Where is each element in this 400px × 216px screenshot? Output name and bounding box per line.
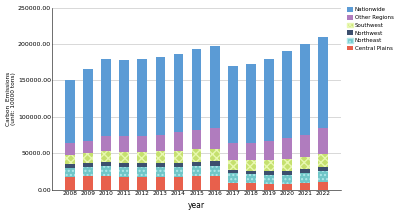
Bar bbox=[246, 143, 256, 160]
Bar bbox=[300, 135, 310, 157]
Bar bbox=[65, 168, 75, 177]
Bar bbox=[156, 151, 166, 163]
Bar bbox=[120, 152, 129, 163]
Bar bbox=[174, 151, 184, 163]
Bar bbox=[138, 152, 148, 163]
Bar bbox=[102, 162, 111, 166]
Bar bbox=[174, 132, 184, 151]
Bar bbox=[65, 155, 75, 164]
Bar bbox=[210, 46, 220, 128]
Y-axis label: Carbon  Emissions
(unit: 10000 tons): Carbon Emissions (unit: 10000 tons) bbox=[6, 71, 16, 126]
Bar bbox=[138, 177, 148, 189]
Bar bbox=[102, 176, 111, 189]
Bar bbox=[174, 167, 184, 177]
Bar bbox=[120, 136, 129, 152]
Bar bbox=[228, 143, 238, 160]
Bar bbox=[246, 171, 256, 174]
Bar bbox=[228, 160, 238, 170]
Bar bbox=[318, 128, 328, 154]
Bar bbox=[192, 130, 202, 149]
Bar bbox=[210, 176, 220, 189]
Bar bbox=[282, 51, 292, 138]
Bar bbox=[228, 183, 238, 189]
Bar bbox=[318, 167, 328, 171]
Bar bbox=[138, 59, 148, 136]
Bar bbox=[282, 175, 292, 184]
Bar bbox=[156, 177, 166, 189]
Bar bbox=[264, 59, 274, 141]
Bar bbox=[84, 153, 93, 163]
Bar bbox=[84, 141, 93, 153]
Bar bbox=[300, 44, 310, 135]
Bar bbox=[192, 49, 202, 130]
Bar bbox=[192, 162, 202, 166]
Bar bbox=[138, 136, 148, 152]
Bar bbox=[210, 149, 220, 162]
Bar bbox=[246, 160, 256, 171]
Bar bbox=[264, 141, 274, 160]
Bar bbox=[246, 174, 256, 183]
Bar bbox=[138, 167, 148, 177]
Bar bbox=[210, 162, 220, 166]
Bar bbox=[300, 173, 310, 183]
Bar bbox=[300, 170, 310, 173]
Bar bbox=[192, 149, 202, 162]
Bar bbox=[156, 135, 166, 151]
Bar bbox=[228, 173, 238, 183]
Bar bbox=[102, 136, 111, 151]
Bar bbox=[138, 163, 148, 167]
Bar bbox=[120, 60, 129, 136]
Bar bbox=[120, 163, 129, 167]
Bar bbox=[282, 184, 292, 189]
Bar bbox=[318, 154, 328, 167]
Bar bbox=[65, 164, 75, 168]
Bar bbox=[264, 160, 274, 171]
Bar bbox=[246, 64, 256, 143]
Bar bbox=[156, 57, 166, 135]
Bar bbox=[264, 175, 274, 184]
Bar bbox=[120, 177, 129, 189]
Bar bbox=[192, 166, 202, 176]
Bar bbox=[174, 54, 184, 132]
Bar bbox=[264, 171, 274, 175]
Bar bbox=[246, 183, 256, 189]
Legend: Nationwide, Other Regions, Southwest, Northwest, Northeast, Central Plains: Nationwide, Other Regions, Southwest, No… bbox=[346, 7, 394, 52]
Bar bbox=[318, 37, 328, 128]
Bar bbox=[84, 167, 93, 176]
X-axis label: year: year bbox=[188, 202, 205, 210]
Bar bbox=[156, 163, 166, 167]
Bar bbox=[300, 157, 310, 170]
Bar bbox=[156, 167, 166, 177]
Bar bbox=[228, 170, 238, 173]
Bar bbox=[65, 177, 75, 189]
Bar bbox=[210, 166, 220, 176]
Bar bbox=[84, 69, 93, 141]
Bar bbox=[228, 66, 238, 143]
Bar bbox=[282, 138, 292, 159]
Bar bbox=[282, 171, 292, 175]
Bar bbox=[282, 159, 292, 171]
Bar bbox=[192, 176, 202, 189]
Bar bbox=[318, 171, 328, 182]
Bar bbox=[102, 151, 111, 162]
Bar bbox=[65, 80, 75, 143]
Bar bbox=[65, 143, 75, 155]
Bar bbox=[102, 166, 111, 176]
Bar bbox=[174, 163, 184, 167]
Bar bbox=[300, 183, 310, 189]
Bar bbox=[174, 177, 184, 189]
Bar bbox=[84, 163, 93, 167]
Bar bbox=[84, 176, 93, 189]
Bar bbox=[210, 128, 220, 149]
Bar bbox=[120, 167, 129, 177]
Bar bbox=[264, 184, 274, 189]
Bar bbox=[318, 182, 328, 189]
Bar bbox=[102, 59, 111, 136]
